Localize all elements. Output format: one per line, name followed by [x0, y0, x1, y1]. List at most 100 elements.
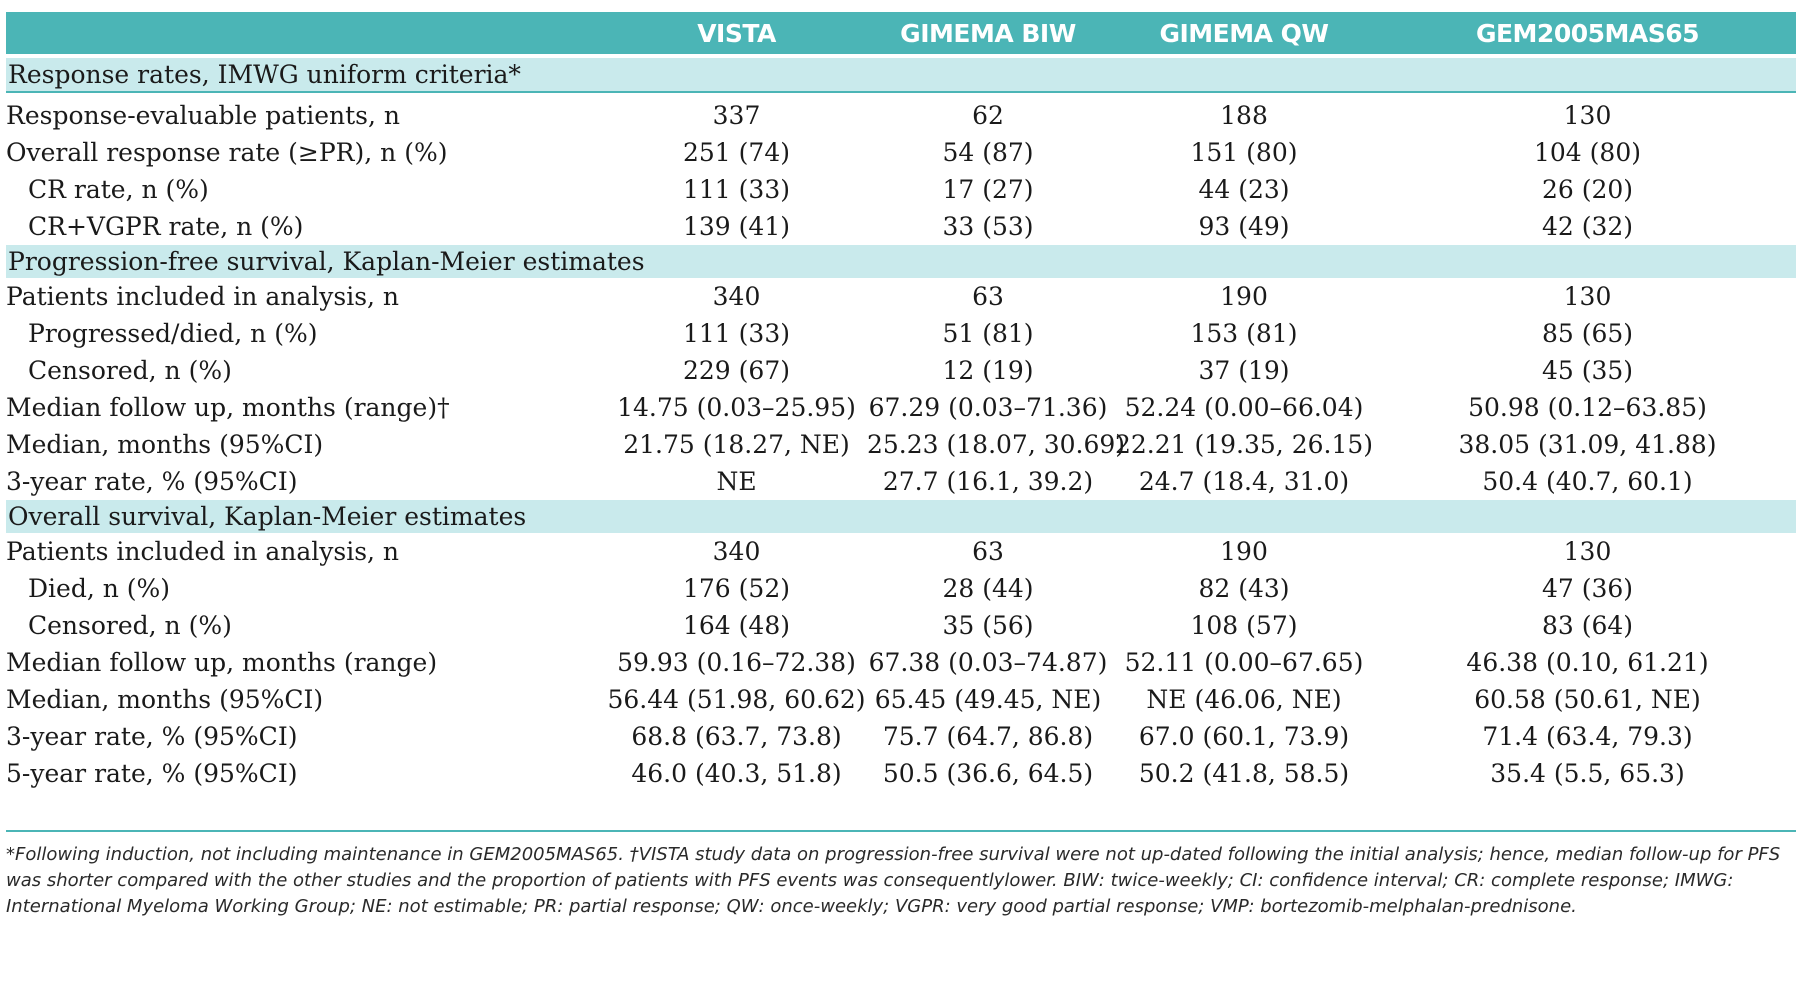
cell-gimema-qw: 151 (80)	[1190, 138, 1298, 167]
cell-gem2005mas65: 50.98 (0.12–63.85)	[1468, 393, 1707, 422]
header-blank	[6, 12, 606, 54]
cell-gem2005mas65: 85 (65)	[1541, 319, 1634, 348]
table-row: CR rate, n (%) 111 (33) 17 (27) 44 (23) …	[6, 171, 1796, 208]
table-row: Overall response rate (≥PR), n (%) 251 (…	[6, 134, 1796, 171]
cell-gem2005mas65: 42 (32)	[1541, 212, 1634, 241]
row-label: Censored, n (%)	[28, 611, 232, 640]
cell-gem2005mas65: 83 (64)	[1541, 611, 1634, 640]
table-row: 5-year rate, % (95%CI) 46.0 (40.3, 51.8)…	[6, 755, 1796, 792]
cell-gimema-qw: 190	[1220, 537, 1268, 566]
cell-gimema-biw: 25.23 (18.07, 30.69)	[867, 430, 1126, 459]
cell-vista: 14.75 (0.03–25.95)	[617, 393, 856, 422]
row-label: Patients included in analysis, n	[6, 537, 400, 566]
cell-vista: 337	[712, 101, 761, 130]
section-title: Progression-free survival, Kaplan-Meier …	[6, 245, 1796, 278]
table-row: Censored, n (%) 229 (67) 12 (19) 37 (19)…	[6, 352, 1796, 389]
cell-gem2005mas65: 26 (20)	[1541, 175, 1634, 204]
cell-gimema-biw: 75.7 (64.7, 86.8)	[882, 722, 1094, 751]
cell-gem2005mas65: 130	[1563, 101, 1612, 130]
row-label: Overall response rate (≥PR), n (%)	[6, 138, 448, 167]
cell-gem2005mas65: 130	[1563, 537, 1612, 566]
cell-gimema-qw: 108 (57)	[1190, 611, 1298, 640]
row-label: CR+VGPR rate, n (%)	[28, 212, 304, 241]
section-title: Overall survival, Kaplan-Meier estimates	[6, 500, 1796, 533]
header-gem2005mas65: GEM2005MAS65	[1379, 12, 1796, 54]
table-row: 3-year rate, % (95%CI) 68.8 (63.7, 73.8)…	[6, 718, 1796, 755]
cell-gimema-qw: 190	[1220, 282, 1268, 311]
cell-gem2005mas65: 35.4 (5.5, 65.3)	[1490, 759, 1685, 788]
table-row: Progressed/died, n (%) 111 (33) 51 (81) …	[6, 315, 1796, 352]
table-row: Median follow up, months (range) 59.93 (…	[6, 644, 1796, 681]
cell-gimema-qw: 67.0 (60.1, 73.9)	[1138, 722, 1350, 751]
cell-gimema-qw: 24.7 (18.4, 31.0)	[1138, 467, 1350, 496]
cell-gimema-biw: 54 (87)	[942, 138, 1034, 167]
cell-gimema-biw: 51 (81)	[942, 319, 1034, 348]
table-row: Response-evaluable patients, n 337 62 18…	[6, 97, 1796, 134]
cell-gem2005mas65: 130	[1563, 282, 1612, 311]
cell-gem2005mas65: 38.05 (31.09, 41.88)	[1458, 430, 1717, 459]
cell-gimema-biw: 33 (53)	[942, 212, 1034, 241]
table-row: Patients included in analysis, n 340 63 …	[6, 533, 1796, 570]
cell-gimema-biw: 28 (44)	[942, 574, 1034, 603]
cell-gem2005mas65: 47 (36)	[1541, 574, 1634, 603]
cell-gimema-qw: 37 (19)	[1198, 356, 1290, 385]
cell-gem2005mas65: 104 (80)	[1534, 138, 1641, 167]
cell-gem2005mas65: 60.58 (50.61, NE)	[1474, 685, 1701, 714]
cell-gimema-biw: 12 (19)	[942, 356, 1034, 385]
cell-gimema-qw: 93 (49)	[1198, 212, 1290, 241]
section-progression-free-survival: Progression-free survival, Kaplan-Meier …	[6, 245, 1796, 278]
section-overall-survival: Overall survival, Kaplan-Meier estimates	[6, 500, 1796, 533]
table-row: CR+VGPR rate, n (%) 139 (41) 33 (53) 93 …	[6, 208, 1796, 245]
cell-gimema-qw: 188	[1220, 101, 1268, 130]
row-label: Censored, n (%)	[28, 356, 232, 385]
section-title: Response rates, IMWG uniform criteria*	[6, 58, 1796, 93]
section-response-rates: Response rates, IMWG uniform criteria*	[6, 58, 1796, 93]
results-table-container: VISTA GIMEMA BIW GIMEMA QW GEM2005MAS65 …	[6, 12, 1796, 792]
cell-gem2005mas65: 46.38 (0.10, 61.21)	[1466, 648, 1709, 677]
table-row: Median, months (95%CI) 56.44 (51.98, 60.…	[6, 681, 1796, 718]
cell-vista: 164 (48)	[683, 611, 790, 640]
header-gimema-qw: GIMEMA QW	[1109, 12, 1379, 54]
row-label: Progressed/died, n (%)	[28, 319, 318, 348]
cell-vista: 176 (52)	[683, 574, 790, 603]
cell-vista: 340	[712, 282, 761, 311]
row-label: Median, months (95%CI)	[6, 430, 324, 459]
cell-vista: 21.75 (18.27, NE)	[623, 430, 850, 459]
row-label: Median, months (95%CI)	[6, 685, 324, 714]
table-row: Median, months (95%CI) 21.75 (18.27, NE)…	[6, 426, 1796, 463]
cell-gimema-biw: 35 (56)	[942, 611, 1034, 640]
row-label: 3-year rate, % (95%CI)	[6, 722, 298, 751]
row-label: CR rate, n (%)	[28, 175, 209, 204]
cell-vista: 111 (33)	[683, 175, 790, 204]
cell-gimema-qw: 44 (23)	[1198, 175, 1290, 204]
cell-gimema-qw: 22.21 (19.35, 26.15)	[1114, 430, 1374, 459]
table-footnote: *Following induction, not including main…	[6, 830, 1796, 920]
table-row: Died, n (%) 176 (52) 28 (44) 82 (43) 47 …	[6, 570, 1796, 607]
cell-vista: 56.44 (51.98, 60.62)	[607, 685, 866, 714]
results-table: VISTA GIMEMA BIW GIMEMA QW GEM2005MAS65 …	[6, 12, 1796, 792]
table-row: Censored, n (%) 164 (48) 35 (56) 108 (57…	[6, 607, 1796, 644]
header-vista: VISTA	[606, 12, 867, 54]
table-row: 3-year rate, % (95%CI) NE 27.7 (16.1, 39…	[6, 463, 1796, 500]
row-label: Patients included in analysis, n	[6, 282, 400, 311]
cell-vista: NE	[716, 467, 757, 496]
cell-gimema-biw: 62	[972, 101, 1004, 130]
cell-gimema-biw: 63	[972, 282, 1004, 311]
cell-vista: 229 (67)	[683, 356, 790, 385]
header-gimema-biw: GIMEMA BIW	[867, 12, 1109, 54]
cell-gimema-qw: 52.11 (0.00–67.65)	[1124, 648, 1364, 677]
cell-vista: 68.8 (63.7, 73.8)	[631, 722, 842, 751]
row-label: Died, n (%)	[28, 574, 171, 603]
cell-gimema-biw: 65.45 (49.45, NE)	[874, 685, 1102, 714]
cell-gimema-qw: 50.2 (41.8, 58.5)	[1138, 759, 1350, 788]
row-label: Response-evaluable patients, n	[6, 101, 400, 130]
table-row: Median follow up, months (range)† 14.75 …	[6, 389, 1796, 426]
cell-gimema-qw: 52.24 (0.00–66.04)	[1124, 393, 1364, 422]
row-label: Median follow up, months (range)	[6, 648, 438, 677]
cell-gimema-biw: 63	[972, 537, 1004, 566]
cell-gem2005mas65: 50.4 (40.7, 60.1)	[1482, 467, 1693, 496]
cell-gem2005mas65: 45 (35)	[1541, 356, 1634, 385]
cell-gimema-qw: 153 (81)	[1190, 319, 1298, 348]
cell-gem2005mas65: 71.4 (63.4, 79.3)	[1482, 722, 1693, 751]
cell-vista: 46.0 (40.3, 51.8)	[631, 759, 842, 788]
